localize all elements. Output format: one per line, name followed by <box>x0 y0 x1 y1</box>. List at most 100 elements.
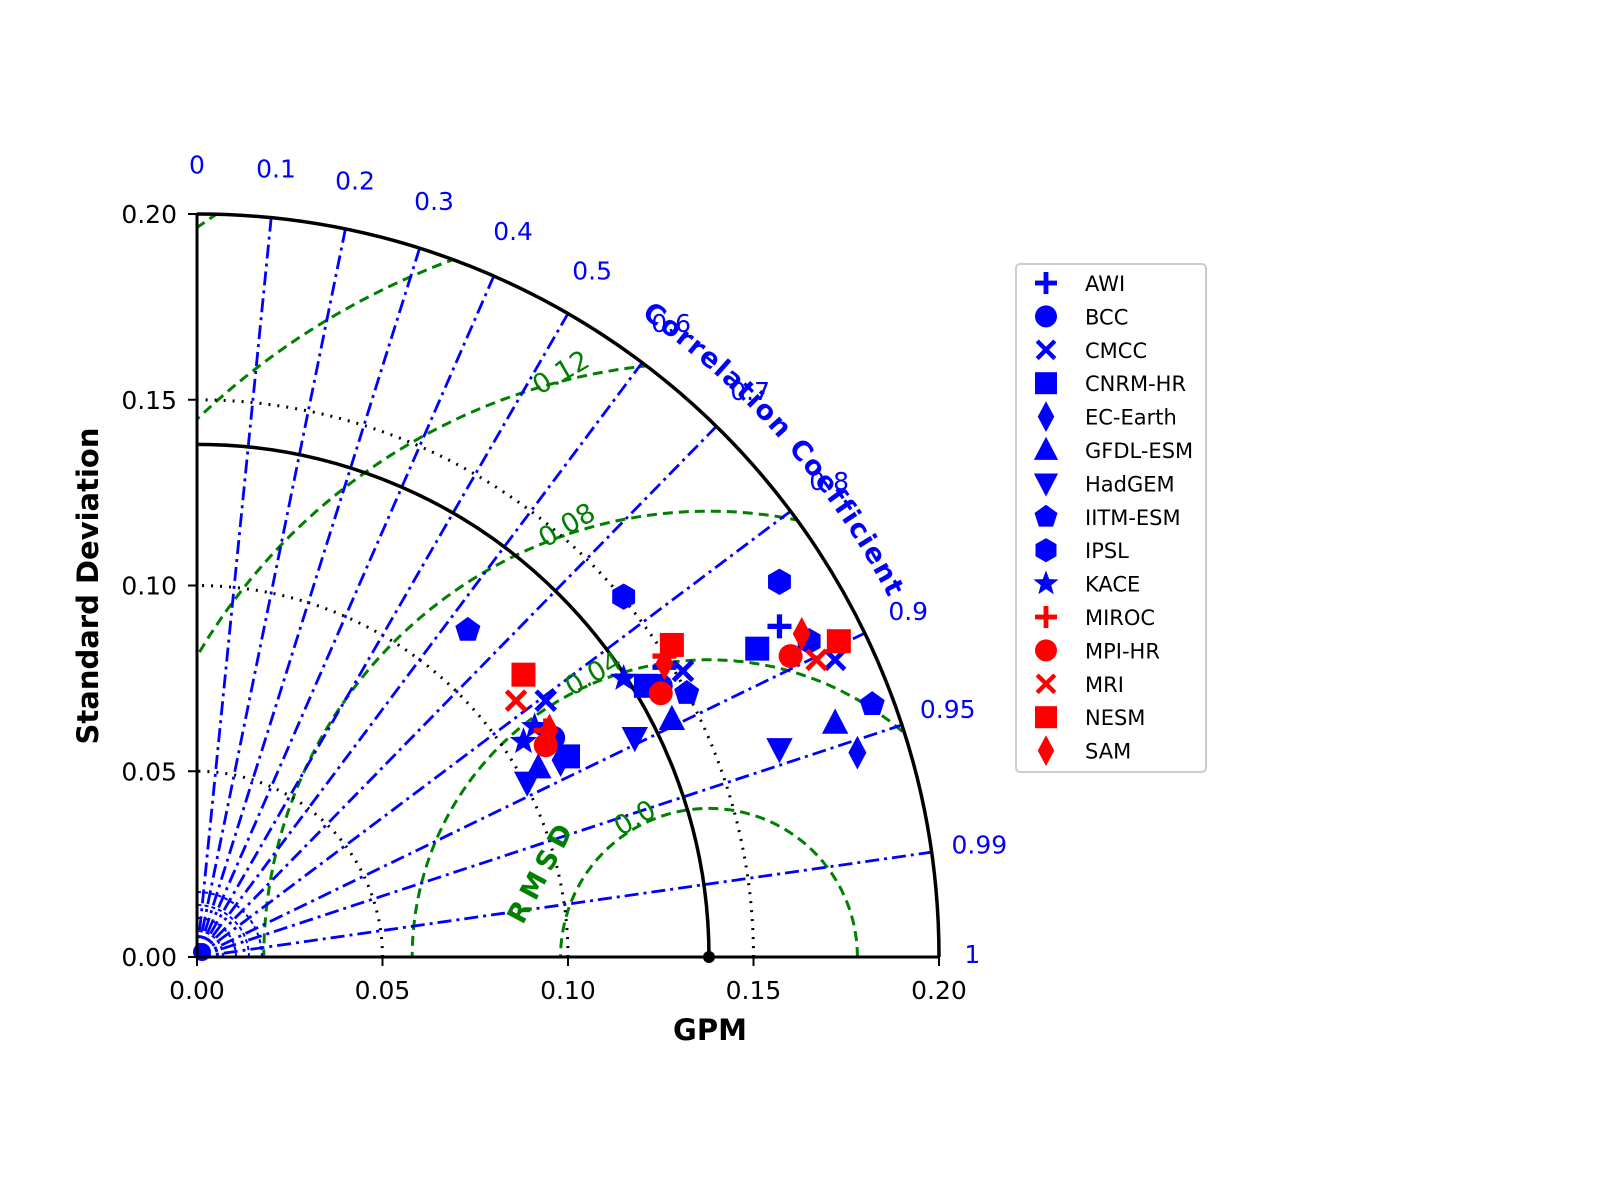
origin-fan-arc-3 <box>196 916 237 958</box>
legend-label: MRI <box>1085 673 1124 697</box>
origin-fan-arc-2 <box>196 929 224 958</box>
data-point-gfdl-esm-0 <box>821 708 849 734</box>
y-tick-label: 0.00 <box>121 943 177 972</box>
legend-marker-nesm <box>1035 706 1057 729</box>
correlation-tick-label: 0.8 <box>809 467 849 496</box>
data-point-gfdl-esm-1 <box>658 704 686 731</box>
legend-entry: EC-Earth <box>1037 401 1177 432</box>
rmsd-contour-label: 0.04 <box>560 646 628 703</box>
data-point-hadgem-2 <box>513 771 541 797</box>
data-point-ipsl-1 <box>612 583 636 610</box>
origin-fan-arc-5 <box>196 890 263 958</box>
legend-entry: MIROC <box>1035 606 1155 630</box>
x-tick-label: 0.00 <box>169 976 225 1005</box>
legend-entry: IITM-ESM <box>1034 504 1181 530</box>
correlation-line-5 <box>195 312 570 958</box>
x-axis-label: GPM <box>673 1013 747 1047</box>
data-point-cnrm-hr-0 <box>745 636 770 661</box>
x-tick-label: 0.10 <box>540 976 596 1005</box>
correlation-line-8 <box>196 510 792 959</box>
data-point-cmcc-1 <box>671 659 695 683</box>
correlation-line-4 <box>195 275 496 958</box>
legend-marker-awi <box>1035 272 1057 294</box>
data-point-nesm-2 <box>826 629 851 654</box>
rmsd-axis-label: RMSD <box>502 814 583 929</box>
correlation-tick-label: 0.9 <box>888 597 928 626</box>
y-tick-label: 0.20 <box>121 200 177 229</box>
legend-label: HadGEM <box>1085 472 1175 496</box>
x-tick-label: 0.20 <box>911 976 967 1005</box>
legend-label: GFDL-ESM <box>1085 439 1193 463</box>
legend-entry: IPSL <box>1035 538 1129 563</box>
data-point-ec-earth-0 <box>848 735 867 770</box>
legend-label: IPSL <box>1085 539 1129 563</box>
legend-marker-hadgem <box>1033 473 1059 497</box>
y-axis-label: Standard Deviation <box>71 428 105 745</box>
legend-label: BCC <box>1085 305 1128 329</box>
correlation-tick-label: 0.99 <box>951 830 1007 859</box>
correlation-tick-label: 0.6 <box>651 309 691 338</box>
data-point-ec-earth-1 <box>551 743 570 777</box>
correlation-line-1 <box>195 217 273 958</box>
legend-entry: AWI <box>1035 272 1125 296</box>
legend-marker-miroc <box>1035 606 1057 628</box>
data-point-hadgem-0 <box>766 738 793 764</box>
legend-marker-ec-earth <box>1037 401 1055 432</box>
legend-label: MIROC <box>1085 606 1155 630</box>
correlation-tick-label: 0.95 <box>920 695 976 724</box>
legend-label: AWI <box>1085 272 1125 296</box>
correlation-line-6 <box>195 361 644 958</box>
data-point-hadgem-1 <box>621 727 648 753</box>
correlation-line-11 <box>196 850 932 959</box>
y-tick-label: 0.05 <box>121 757 177 786</box>
legend-box <box>1015 263 1207 773</box>
correlation-tick-label: 0.5 <box>572 257 612 286</box>
grid-layer <box>193 214 939 963</box>
correlation-tick-label: 0.1 <box>256 155 296 184</box>
axes-layer: 0.00 0.05 0.10 0.15 0.20 0.00 0.05 0.10 0.15 0.20 <box>121 200 967 1005</box>
data-point-sam-1 <box>792 616 811 651</box>
data-point-awi-0 <box>767 614 792 639</box>
data-point-iitm-esm-2 <box>674 680 700 704</box>
std-arc-0 <box>196 769 384 958</box>
legend-entry: CMCC <box>1035 339 1147 363</box>
legend-label: SAM <box>1085 740 1131 764</box>
data-point-cmcc-0 <box>534 689 558 712</box>
legend-entry: CNRM-HR <box>1035 372 1186 396</box>
legend-label: EC-Earth <box>1085 406 1177 430</box>
correlation-line-10 <box>196 723 903 959</box>
legend-marker-kace <box>1033 570 1059 595</box>
legend-marker-bcc <box>1035 305 1057 328</box>
legend-entry: HadGEM <box>1033 472 1175 497</box>
data-point-iitm-esm-0 <box>859 691 885 716</box>
origin-fan-arc-4 <box>196 903 250 958</box>
correlation-tick-label: 0 <box>189 151 205 180</box>
legend-label: NESM <box>1085 706 1145 730</box>
data-point-mpi-hr-1 <box>648 681 673 706</box>
points-layer <box>455 568 885 797</box>
legend-marker-iitm-esm <box>1034 504 1058 527</box>
legend-marker-ipsl <box>1035 538 1057 563</box>
legend-entry: GFDL-ESM <box>1033 436 1193 463</box>
correlation-tick-label: 0.2 <box>335 167 375 196</box>
rmsd-contour-4 <box>197 214 939 957</box>
legend-label: CNRM-HR <box>1085 372 1186 396</box>
legend-label: CMCC <box>1085 339 1147 363</box>
legend-marker-sam <box>1037 735 1055 766</box>
legend-entry: MPI-HR <box>1035 639 1160 663</box>
legend-marker-cnrm-hr <box>1035 372 1057 395</box>
data-point-nesm-0 <box>511 662 536 687</box>
legend-label: KACE <box>1085 573 1140 597</box>
legend: AWI BCC CMCC CNRM-HR EC-Earth GFDL-ESM HadGEM I… <box>1015 263 1207 773</box>
x-tick-label: 0.15 <box>726 976 782 1005</box>
data-point-ipsl-0 <box>768 568 791 595</box>
legend-entry: MRI <box>1035 673 1124 697</box>
outer-arc <box>196 212 941 958</box>
data-point-iitm-esm-1 <box>455 616 481 641</box>
correlation-tick-label: 0.4 <box>493 217 533 246</box>
rmsd-contour-label: 0.0 <box>609 794 662 842</box>
data-point-mri-0 <box>504 689 528 712</box>
correlation-tick-label: 0.7 <box>730 377 770 406</box>
data-point-sam-2 <box>655 646 674 681</box>
